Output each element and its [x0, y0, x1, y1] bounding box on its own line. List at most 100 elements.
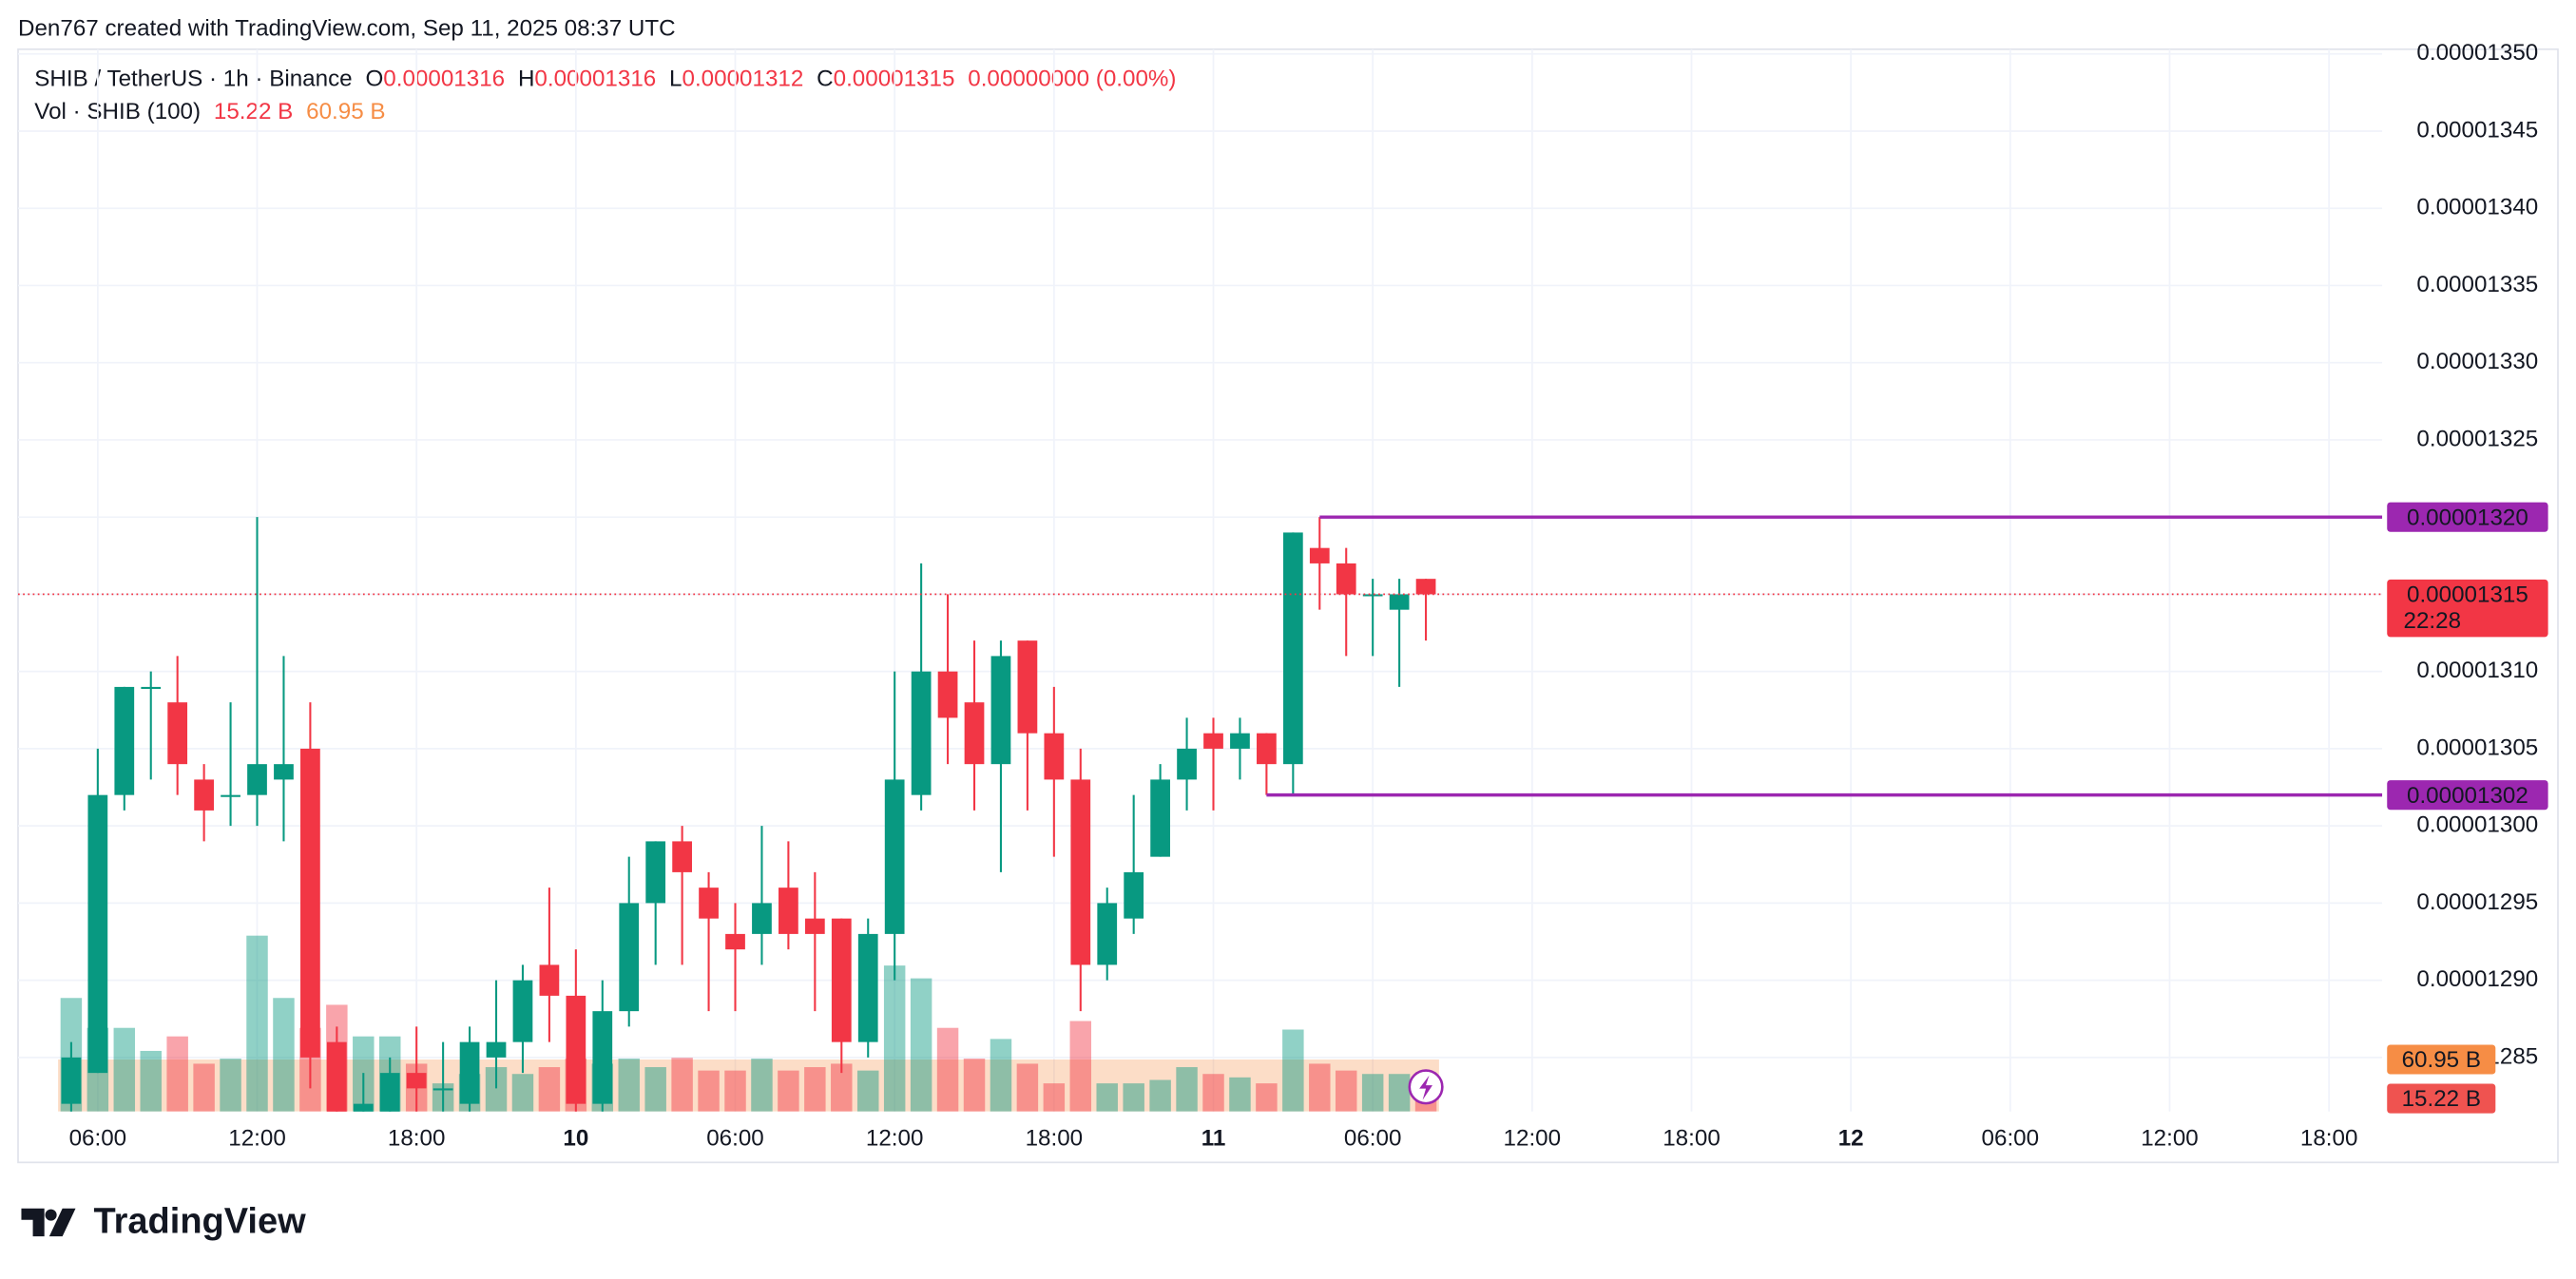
candle-body — [167, 702, 188, 765]
y-tick-label: 0.00001295 — [2416, 889, 2538, 915]
x-tick-label: 06:00 — [69, 1126, 127, 1152]
candle-body — [1017, 640, 1038, 734]
attribution: Den767 created with TradingView.com, Sep… — [18, 15, 676, 41]
x-tick-label: 18:00 — [2300, 1126, 2358, 1152]
y-tick-label: 0.00001335 — [2416, 272, 2538, 297]
volume-bar — [936, 1027, 959, 1112]
volume-bar — [671, 1058, 693, 1112]
grid — [18, 48, 2383, 1112]
volume-bar — [1202, 1074, 1224, 1112]
x-tick-label: 12 — [1838, 1126, 1864, 1152]
candle-body — [645, 841, 666, 904]
candle-body — [194, 779, 214, 811]
x-tick-label: 18:00 — [388, 1126, 446, 1152]
volume-bar — [220, 1059, 241, 1112]
candle-body — [831, 918, 852, 1042]
x-tick-label: 11 — [1201, 1126, 1226, 1152]
x-tick-label: 12:00 — [1504, 1126, 1562, 1152]
candle-body — [61, 1057, 82, 1104]
chart-frame — [17, 48, 2559, 1164]
logo-mark — [21, 1208, 76, 1237]
candle-body — [964, 702, 985, 765]
y-tick-label: 0.00001310 — [2416, 658, 2538, 683]
volume-bar — [963, 1059, 986, 1112]
candle-body — [566, 995, 586, 1104]
brand-logo: TradingView — [21, 1201, 306, 1241]
volume-bar — [538, 1067, 561, 1112]
volume-ma-area — [58, 1059, 1439, 1112]
candle-body — [804, 918, 825, 934]
volume-bar — [910, 978, 932, 1112]
volume-bar — [724, 1070, 746, 1112]
y-tick-label: 0.00001305 — [2416, 735, 2538, 760]
volume-bar — [618, 1059, 640, 1112]
volume-bar — [1309, 1063, 1331, 1112]
volume-bar — [1361, 1074, 1384, 1112]
volume-bar — [831, 1063, 853, 1112]
ohlc-letter: C — [817, 67, 833, 92]
candle-body — [1230, 733, 1250, 749]
candle-body — [406, 1073, 427, 1089]
y-tick-label: 0.00001300 — [2416, 812, 2538, 838]
candle-body — [326, 1041, 347, 1112]
x-tick-label: 06:00 — [1982, 1126, 2040, 1152]
candle-body — [114, 686, 135, 795]
candle-body — [379, 1073, 400, 1112]
candle-body — [1150, 779, 1170, 857]
price-line-label-box — [2387, 502, 2548, 532]
volume-bar — [485, 1067, 508, 1112]
candle-body — [592, 1011, 613, 1104]
x-tick-label: 12:00 — [228, 1126, 286, 1152]
y-tick-label: 0.00001345 — [2416, 117, 2538, 143]
candle-body — [725, 933, 745, 950]
volume-ma-box — [2387, 1044, 2496, 1075]
volume-bar — [1176, 1067, 1198, 1112]
volume-bar — [751, 1059, 773, 1112]
volume-legend: Vol · SHIB (100) 15.22 B 60.95 B — [34, 100, 385, 125]
candle-body — [911, 671, 932, 795]
volume-bar — [166, 1036, 188, 1112]
volume-last-box — [2387, 1083, 2496, 1114]
x-tick-label: 06:00 — [1344, 1126, 1402, 1152]
candle-body — [1362, 594, 1383, 597]
volume-bar — [113, 1027, 136, 1112]
candle-body — [459, 1041, 480, 1104]
x-tick-label: 06:00 — [706, 1126, 764, 1152]
volume-bar — [990, 1039, 1012, 1112]
volume-bar — [1149, 1079, 1171, 1112]
candle-body — [884, 779, 905, 934]
ohlc-value: 0.00001312 — [682, 67, 804, 92]
candle-body — [779, 888, 798, 934]
ohlc-letter: L — [669, 67, 682, 92]
volume-bar — [1388, 1074, 1411, 1112]
candle-body — [512, 980, 533, 1042]
y-tick-label: 0.00001325 — [2416, 426, 2538, 451]
candle-body — [300, 748, 320, 1058]
y-tick-label: 0.00001330 — [2416, 349, 2538, 374]
volume-name: Vol · SHIB (100) — [34, 100, 201, 125]
volume-ma-label: 60.95 B — [2402, 1047, 2481, 1073]
candle-body — [486, 1041, 507, 1058]
x-tick-label: 10 — [563, 1126, 588, 1152]
volume-bar — [1069, 1021, 1092, 1112]
axes: 06:00 12:00 18:00 10 06:00 12:00 18:00 11 06:00 1… — [69, 40, 2539, 1151]
candle-body — [433, 1088, 453, 1091]
candle-body — [937, 671, 958, 718]
price-line-label: 0.00001302 — [2407, 783, 2528, 809]
candle-body — [247, 764, 267, 795]
volume-last-label: 15.22 B — [2402, 1086, 2481, 1112]
candle-body — [353, 1103, 374, 1112]
symbol: SHIB / TetherUS · 1h · Binance — [34, 67, 352, 92]
candle-body — [857, 933, 878, 1042]
volume-bar — [246, 935, 268, 1112]
y-tick-label: 0.00001340 — [2416, 195, 2538, 220]
plot-area — [58, 517, 1439, 1112]
candle-body — [1415, 579, 1436, 595]
alert-icon-bolt — [1419, 1075, 1432, 1100]
candle-body — [1389, 594, 1410, 610]
x-tick-label: 12:00 — [866, 1126, 924, 1152]
candle-body — [1124, 871, 1144, 919]
volume-bar — [804, 1067, 826, 1112]
last-price-box — [2387, 579, 2548, 638]
